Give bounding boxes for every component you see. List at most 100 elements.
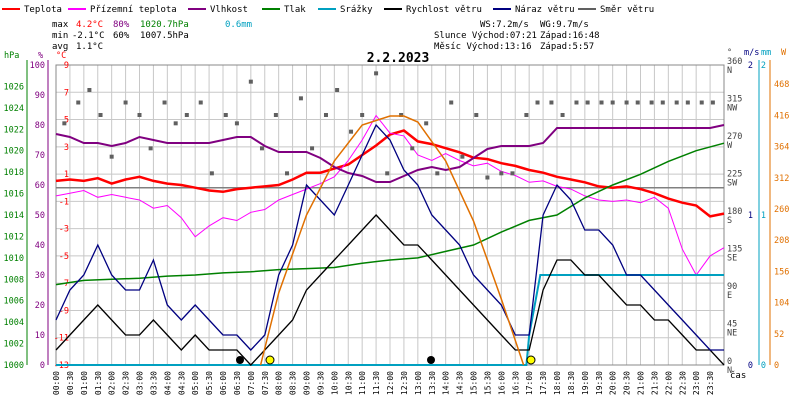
- wind-direction-point: [335, 88, 340, 92]
- wind-direction-point: [162, 100, 167, 105]
- wind-direction-point: [599, 100, 604, 105]
- stats-block: max 4.2°C 80% 1020.7hPa 0.6mm min -2.1°C…: [52, 20, 252, 52]
- legend-label: Srážky: [340, 5, 373, 15]
- x-tick-label: 21:30: [650, 371, 659, 395]
- x-tick-label: 21:00: [637, 371, 646, 395]
- wind-compass-tick: NW: [727, 104, 738, 114]
- pressure-tick: 1018: [4, 168, 24, 178]
- sun-tick: 52: [774, 330, 784, 340]
- precip-tick: 2: [761, 61, 766, 71]
- humidity-tick: 10: [35, 331, 45, 341]
- wind-compass-tick: S: [727, 216, 732, 226]
- series-humidity-line: [55, 124, 725, 183]
- precip-tick: 0: [761, 361, 766, 371]
- temperature-tick: -7: [59, 279, 69, 289]
- sun-tick: 104: [774, 299, 789, 309]
- chart-title: 2.2.2023: [367, 51, 430, 66]
- x-tick-label: 23:30: [706, 371, 715, 395]
- pressure-tick: 1020: [4, 147, 24, 157]
- x-tick-label: 15:30: [483, 371, 492, 395]
- x-tick-label: 02:30: [122, 371, 131, 395]
- wind-direction-point: [399, 113, 404, 117]
- humidity-tick: 20: [35, 301, 45, 311]
- legend-label: Teplota: [24, 5, 62, 15]
- series-layer: [55, 71, 725, 366]
- wind-direction-point: [76, 100, 81, 105]
- wind-direction-point: [435, 171, 440, 176]
- humidity-tick: 100: [30, 61, 45, 71]
- x-tick-label: 11:30: [372, 371, 381, 395]
- humidity-tick: 40: [35, 241, 45, 251]
- wind-direction-point: [510, 171, 515, 176]
- wind-direction-point: [574, 100, 579, 105]
- x-tick-label: 10:30: [344, 371, 353, 395]
- wind-direction-tick: 270: [727, 132, 742, 142]
- wind-speed-unit: m/s: [744, 48, 759, 58]
- humidity-tick: 60: [35, 181, 45, 191]
- info-sunset: Západ:16:48: [540, 31, 600, 41]
- humidity-tick: 80: [35, 121, 45, 131]
- wind-direction-point: [649, 100, 654, 105]
- wind-direction-point: [259, 146, 264, 151]
- x-tick-label: 14:30: [456, 371, 465, 395]
- x-tick-label: 01:00: [80, 371, 89, 395]
- x-tick-label: 05:30: [205, 371, 214, 395]
- left-axes: 1000100210041006100810101012101410161018…: [4, 51, 69, 371]
- pressure-tick: 1016: [4, 190, 24, 200]
- temperature-tick: 5: [64, 116, 69, 126]
- sun-tick: 312: [774, 174, 789, 184]
- x-tick-label: 12:00: [386, 371, 395, 395]
- series-pressure-line: [55, 142, 725, 286]
- wind-direction-point: [560, 113, 565, 117]
- pressure-tick: 1004: [4, 318, 24, 328]
- wind-direction-tick: 45: [727, 320, 737, 330]
- x-tick-label: 00:30: [66, 371, 75, 395]
- wind-direction-point: [499, 171, 504, 176]
- legend: Teplota Přízemní teplota Vlhkost Tlak Srážky…: [2, 5, 654, 15]
- x-tick-label: 06:00: [219, 371, 228, 395]
- grid: [55, 64, 725, 366]
- x-tick-label: 17:00: [525, 371, 534, 395]
- x-tick-label: 19:30: [595, 371, 604, 395]
- series-wind-speed-gust: [55, 123, 724, 351]
- wind-direction-point: [460, 154, 465, 159]
- legend-label: Přízemní teplota: [90, 5, 177, 15]
- humidity-tick: 90: [35, 91, 45, 101]
- sun-unit: W: [781, 48, 787, 58]
- pressure-tick: 1002: [4, 340, 24, 350]
- wind-direction-tick: 0: [727, 357, 732, 367]
- wind-direction-point: [424, 121, 429, 126]
- x-tick-label: 08:00: [275, 371, 284, 395]
- wind-direction-tick: 180: [727, 207, 742, 217]
- wind-direction-point: [610, 100, 615, 105]
- stats-avg-label: avg: [52, 42, 68, 52]
- pressure-tick: 1022: [4, 125, 24, 135]
- stats-max-pressure: 1020.7hPa: [140, 20, 189, 30]
- x-tick-label: 13:30: [428, 371, 437, 395]
- x-tick-label: 22:30: [678, 371, 687, 395]
- wind-direction-point: [273, 113, 278, 117]
- wind-speed-tick: 2: [748, 61, 753, 71]
- info-block: WS:7.2m/s WG:9.7m/s Slunce Východ:07:21 …: [434, 20, 600, 52]
- sun-tick: 260: [774, 205, 789, 215]
- wind-direction-point: [148, 146, 153, 151]
- legend-label: Vlhkost: [210, 5, 248, 15]
- humidity-unit: %: [38, 51, 43, 61]
- wind-direction-point: [298, 96, 303, 101]
- wind-direction-point: [310, 146, 315, 151]
- pressure-tick: 1010: [4, 254, 24, 264]
- x-tick-label: 18:30: [567, 371, 576, 395]
- x-tick-label: 09:00: [303, 371, 312, 395]
- x-tick-label: 16:30: [511, 371, 520, 395]
- wind-direction-point: [549, 100, 554, 105]
- wind-direction-point: [98, 113, 103, 117]
- sunset-marker: [526, 355, 536, 365]
- wind-speed-tick: 1: [748, 211, 753, 221]
- stats-max-precip: 0.6mm: [225, 20, 252, 30]
- wind-direction-point: [173, 121, 178, 126]
- temperature-tick: -9: [59, 306, 69, 316]
- x-tick-label: 03:30: [149, 371, 158, 395]
- info-moonset: Západ:5:57: [540, 42, 594, 52]
- x-tick-label: 07:00: [247, 371, 256, 395]
- stats-min-humidity: 60%: [113, 31, 130, 41]
